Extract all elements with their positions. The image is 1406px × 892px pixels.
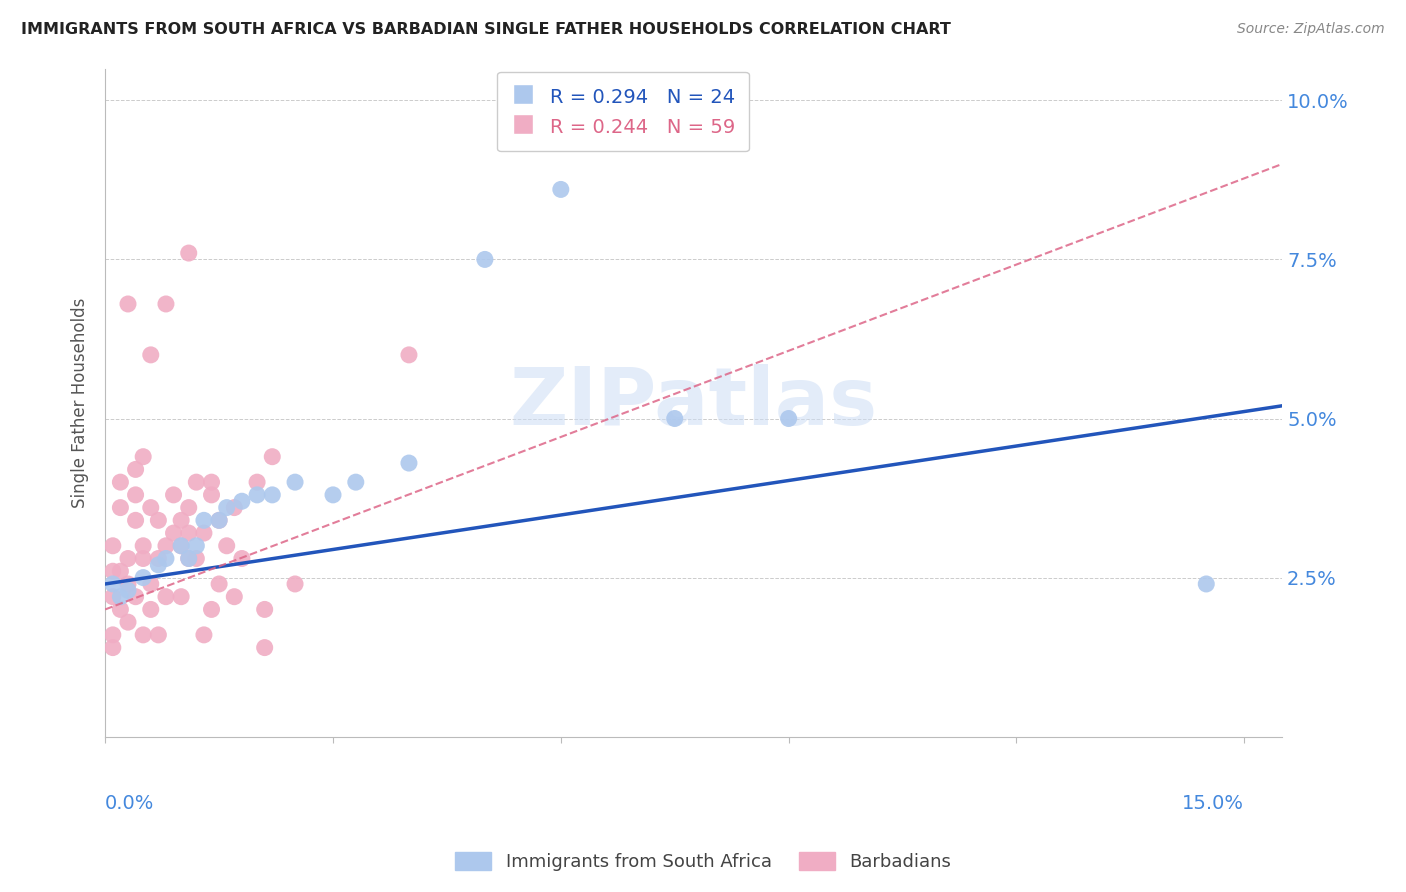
Point: [101, 640, 124, 655]
Point: [101, 577, 124, 591]
Point: [246, 488, 269, 502]
Point: [155, 551, 177, 566]
Point: [215, 500, 238, 515]
Text: 15.0%: 15.0%: [1182, 794, 1244, 813]
Point: [101, 590, 124, 604]
Point: [117, 551, 139, 566]
Point: [132, 450, 155, 464]
Point: [550, 182, 572, 196]
Point: [117, 297, 139, 311]
Point: [778, 411, 800, 425]
Point: [117, 577, 139, 591]
Point: [162, 526, 184, 541]
Point: [155, 297, 177, 311]
Point: [322, 488, 344, 502]
Point: [110, 564, 132, 578]
Point: [124, 513, 146, 527]
Point: [170, 590, 193, 604]
Point: [101, 628, 124, 642]
Point: [231, 551, 253, 566]
Point: [177, 500, 200, 515]
Point: [132, 571, 155, 585]
Point: [124, 488, 146, 502]
Point: [132, 539, 155, 553]
Point: [284, 577, 307, 591]
Point: [177, 526, 200, 541]
Point: [186, 551, 208, 566]
Point: [262, 450, 284, 464]
Point: [200, 475, 222, 490]
Point: [344, 475, 367, 490]
Point: [186, 475, 208, 490]
Point: [117, 583, 139, 598]
Point: [124, 590, 146, 604]
Point: [148, 558, 170, 572]
Point: [170, 539, 193, 553]
Point: [215, 539, 238, 553]
Point: [148, 513, 170, 527]
Point: [224, 500, 246, 515]
Point: [177, 551, 200, 566]
Point: [398, 456, 420, 470]
Legend: R = 0.294   N = 24, R = 0.244   N = 59: R = 0.294 N = 24, R = 0.244 N = 59: [498, 71, 749, 152]
Point: [110, 602, 132, 616]
Legend: Immigrants from South Africa, Barbadians: Immigrants from South Africa, Barbadians: [447, 845, 959, 879]
Text: Source: ZipAtlas.com: Source: ZipAtlas.com: [1237, 22, 1385, 37]
Point: [474, 252, 496, 267]
Point: [262, 488, 284, 502]
Point: [155, 539, 177, 553]
Point: [224, 590, 246, 604]
Text: IMMIGRANTS FROM SOUTH AFRICA VS BARBADIAN SINGLE FATHER HOUSEHOLDS CORRELATION C: IMMIGRANTS FROM SOUTH AFRICA VS BARBADIA…: [21, 22, 950, 37]
Point: [148, 628, 170, 642]
Point: [208, 513, 231, 527]
Point: [177, 246, 200, 260]
Point: [155, 590, 177, 604]
Y-axis label: Single Father Households: Single Father Households: [72, 297, 89, 508]
Point: [193, 513, 215, 527]
Text: 0.0%: 0.0%: [105, 794, 155, 813]
Point: [284, 475, 307, 490]
Point: [139, 500, 162, 515]
Point: [398, 348, 420, 362]
Point: [170, 539, 193, 553]
Point: [186, 539, 208, 553]
Point: [162, 488, 184, 502]
Point: [200, 602, 222, 616]
Point: [170, 513, 193, 527]
Point: [253, 602, 276, 616]
Point: [208, 577, 231, 591]
Point: [193, 628, 215, 642]
Point: [110, 475, 132, 490]
Point: [132, 628, 155, 642]
Point: [231, 494, 253, 508]
Point: [148, 551, 170, 566]
Point: [177, 551, 200, 566]
Point: [124, 462, 146, 476]
Point: [101, 539, 124, 553]
Point: [139, 348, 162, 362]
Point: [664, 411, 686, 425]
Point: [110, 590, 132, 604]
Point: [139, 577, 162, 591]
Point: [193, 526, 215, 541]
Point: [139, 602, 162, 616]
Text: ZIPatlas: ZIPatlas: [509, 364, 877, 442]
Point: [208, 513, 231, 527]
Point: [246, 475, 269, 490]
Point: [253, 640, 276, 655]
Point: [101, 564, 124, 578]
Point: [132, 551, 155, 566]
Point: [1195, 577, 1218, 591]
Point: [117, 615, 139, 629]
Point: [200, 488, 222, 502]
Point: [110, 500, 132, 515]
